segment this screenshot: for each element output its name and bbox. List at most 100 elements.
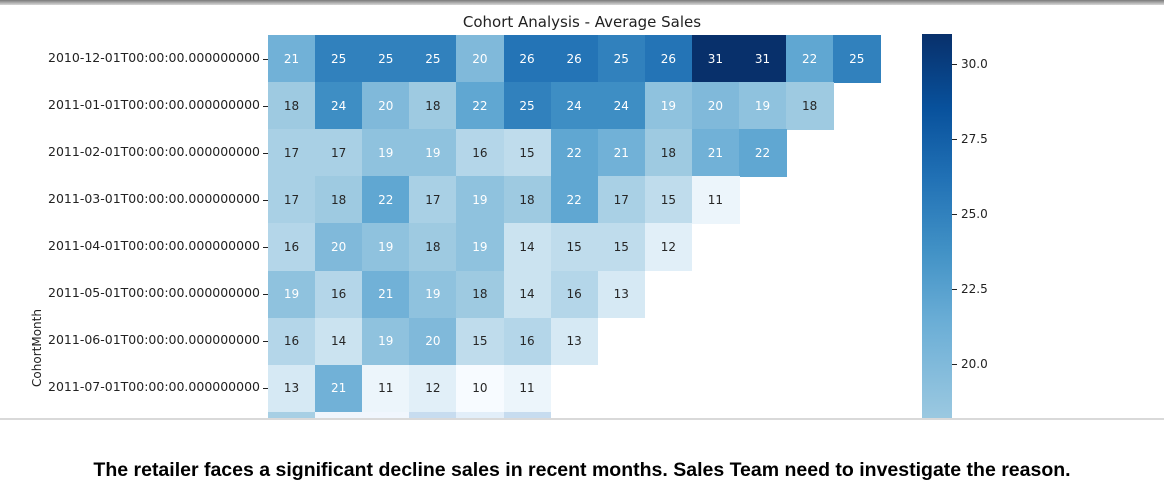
cell-value-label: 19 <box>378 239 394 254</box>
row-tick <box>263 388 268 390</box>
cell-value-label: 19 <box>472 239 488 254</box>
cell-value-label: 13 <box>613 287 629 302</box>
cell-value-label: 21 <box>331 381 347 396</box>
row-tick <box>263 152 268 154</box>
row-tick <box>263 294 268 296</box>
cell-value-label: 25 <box>519 98 535 113</box>
heatmap-cell-partial <box>456 411 505 419</box>
cell-value-label: 19 <box>472 192 488 207</box>
colorbar-tick-label: 27.5 <box>961 132 988 146</box>
heatmap-cell <box>456 176 505 224</box>
cell-value-label: 21 <box>283 51 300 66</box>
heatmap-cell <box>550 176 599 224</box>
chart-title: Cohort Analysis - Average Sales <box>462 13 702 31</box>
cell-value-label: 19 <box>754 98 771 113</box>
colorbar-tick-label: 30.0 <box>961 57 988 71</box>
cell-value-label: 18 <box>283 98 300 113</box>
cell-value-label: 16 <box>519 334 535 349</box>
cell-value-label: 12 <box>660 239 676 254</box>
heatmap-cell <box>597 82 646 130</box>
row-tick <box>263 199 268 201</box>
cell-value-label: 31 <box>707 51 724 66</box>
heatmap-cell <box>550 270 599 319</box>
colorbar-tick <box>952 289 957 290</box>
heatmap-cell <box>315 82 363 130</box>
cell-value-label: 13 <box>283 381 300 396</box>
cell-value-label: 25 <box>331 51 347 66</box>
row-label: 2011-07-01T00:00:00.000000000 <box>48 379 260 395</box>
cell-value-label: 22 <box>754 145 771 160</box>
heatmap-cell <box>691 35 740 83</box>
heatmap-cell <box>362 223 410 272</box>
heatmap-cell <box>739 35 787 83</box>
heatmap-cell <box>456 317 505 366</box>
cell-value-label: 10 <box>472 381 488 396</box>
colorbar-tick <box>952 364 957 365</box>
heatmap-cell <box>315 364 363 413</box>
row-label: 2011-02-01T00:00:00.000000000 <box>48 143 260 159</box>
heatmap-cell <box>786 82 834 130</box>
heatmap-cell <box>503 317 552 366</box>
cell-value-label: 19 <box>425 145 441 160</box>
cell-value-label: 20 <box>472 51 488 66</box>
heatmap-cell <box>550 82 599 130</box>
cell-value-label: 26 <box>519 51 535 66</box>
cell-value-label: 18 <box>802 98 818 113</box>
cell-value-label: 18 <box>425 239 441 254</box>
cell-value-label: 17 <box>331 145 347 160</box>
heatmap-cell <box>691 129 740 177</box>
heatmap-cell <box>456 35 505 83</box>
cell-value-label: 11 <box>707 192 724 207</box>
colorbar-tick-label: 20.0 <box>961 357 988 371</box>
heatmap-cell <box>315 223 363 272</box>
heatmap-cell <box>315 129 363 177</box>
cell-value-label: 21 <box>378 287 394 302</box>
heatmap-cell <box>362 364 410 413</box>
cell-value-label: 16 <box>472 145 488 160</box>
colorbar-tick-label: 22.5 <box>961 282 988 296</box>
caption-text: The retailer faces a significant decline… <box>93 459 1071 481</box>
cell-value-label: 25 <box>849 51 865 66</box>
cell-value-label: 24 <box>566 98 582 113</box>
heatmap-cell <box>644 223 693 272</box>
cell-value-label: 20 <box>378 98 394 113</box>
heatmap-cell-partial <box>268 411 316 419</box>
cell-value-label: 17 <box>425 192 441 207</box>
cell-value-label: 13 <box>566 334 582 349</box>
cell-value-label: 22 <box>566 145 582 160</box>
cell-value-label: 21 <box>613 145 629 160</box>
heatmap-cell <box>409 82 457 130</box>
heatmap-cell <box>268 176 316 224</box>
colorbar-tick <box>952 214 957 215</box>
cell-value-label: 16 <box>331 287 347 302</box>
heatmap-chart: Cohort Analysis - Average Sales CohortMo… <box>0 5 1164 419</box>
heatmap-cell-partial <box>409 411 457 419</box>
heatmap-cell <box>362 270 410 319</box>
heatmap-cell <box>409 270 457 319</box>
divider <box>0 418 1164 420</box>
heatmap-cell <box>268 223 316 272</box>
row-label: 2011-05-01T00:00:00.000000000 <box>48 285 260 301</box>
heatmap-cell <box>456 223 505 272</box>
colorbar <box>922 34 952 419</box>
row-tick <box>263 341 268 343</box>
heatmap-cell <box>362 176 410 224</box>
cell-value-label: 15 <box>660 192 676 207</box>
heatmap-cell <box>409 223 457 272</box>
heatmap-cell <box>644 129 693 177</box>
cell-value-label: 17 <box>283 192 300 207</box>
heatmap-cell <box>644 35 693 83</box>
heatmap-cell <box>597 35 646 83</box>
cell-value-label: 24 <box>613 98 629 113</box>
heatmap-cell <box>597 223 646 272</box>
heatmap-cell <box>503 82 552 130</box>
heatmap-cell <box>315 35 363 83</box>
heatmap-cell <box>268 35 316 83</box>
heatmap-cell <box>833 35 881 83</box>
heatmap-cell <box>691 176 740 224</box>
row-label: 2011-06-01T00:00:00.000000000 <box>48 332 260 348</box>
heatmap-cell-partial <box>362 411 410 419</box>
cell-value-label: 17 <box>283 145 300 160</box>
cell-value-label: 25 <box>425 51 441 66</box>
heatmap-cell <box>409 176 457 224</box>
